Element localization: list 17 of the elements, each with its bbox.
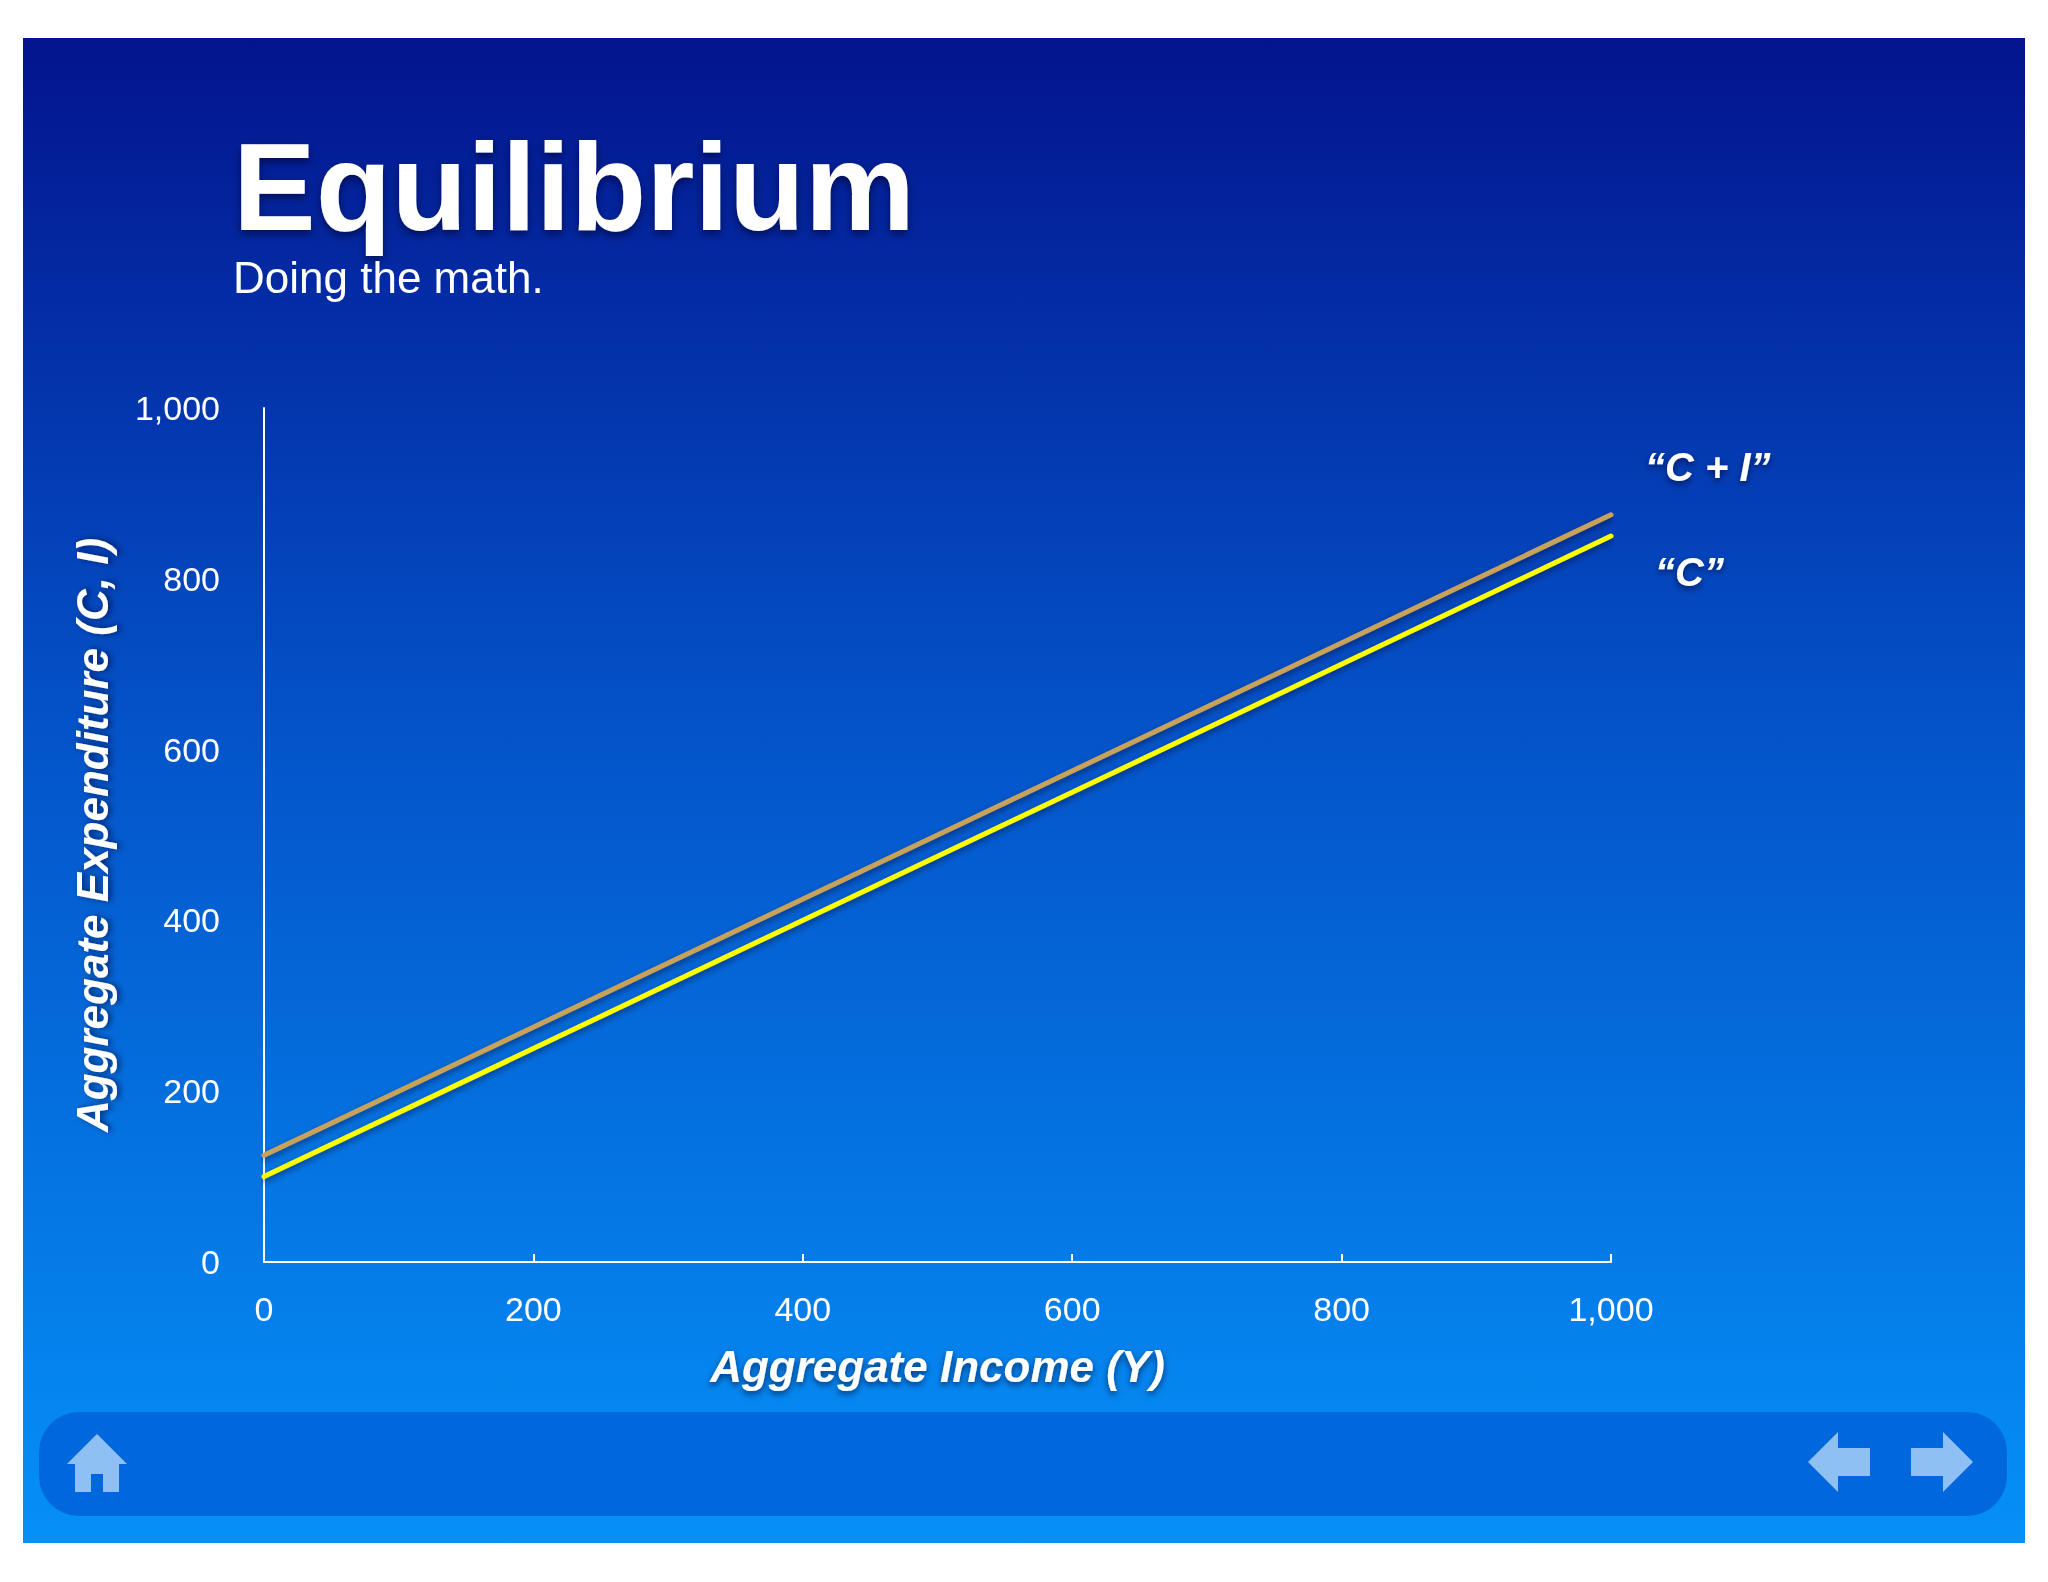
y-tick-label: 1,000 — [134, 389, 220, 427]
x-tick-label: 1,000 — [1568, 1290, 1654, 1328]
x-tick-label: 0 — [254, 1290, 274, 1328]
x-tick-label: 400 — [774, 1290, 832, 1328]
y-axis-title: Aggregate Expenditure (C, I) — [67, 537, 117, 1134]
y-tick-label: 600 — [163, 730, 220, 769]
y-tick-label: 400 — [163, 901, 220, 940]
x-axis-title: Aggregate Income (Y) — [709, 1341, 1165, 1391]
x-tick-label: 200 — [505, 1290, 562, 1328]
y-tick-label: 200 — [163, 1072, 220, 1111]
y-tick-label: 0 — [201, 1243, 220, 1281]
x-tick-label: 600 — [1043, 1290, 1101, 1328]
series-label: “C” — [1655, 550, 1724, 595]
series-label: “C + I” — [1645, 444, 1771, 489]
y-tick-label: 800 — [163, 559, 220, 598]
x-tick-label: 800 — [1313, 1290, 1370, 1328]
chart-title: Equilibrium — [233, 118, 915, 256]
